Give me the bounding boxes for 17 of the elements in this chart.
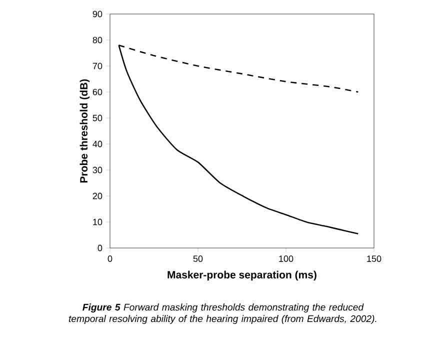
- y-tick-label: 50: [92, 114, 102, 122]
- x-tick-label: 50: [193, 256, 203, 262]
- y-axis-title: Probe threshold (dB): [80, 79, 90, 183]
- y-tick-label: 40: [92, 140, 102, 148]
- y-tick-label: 90: [92, 10, 102, 18]
- y-tick-label: 20: [92, 192, 102, 200]
- x-tick-label: 150: [367, 256, 382, 262]
- x-tick-label: 0: [108, 256, 112, 262]
- y-tick-label: 80: [92, 36, 102, 44]
- y-tick-label: 10: [93, 218, 102, 226]
- y-tick-label: 30: [92, 166, 102, 174]
- x-axis-title: Masker-probe separation (ms): [168, 270, 316, 281]
- x-tick-label: 100: [279, 256, 294, 262]
- y-tick-label: 70: [92, 62, 102, 70]
- y-tick-label: 60: [92, 88, 102, 96]
- y-tick-label: 0: [98, 244, 102, 252]
- text: Figure 5 Forward masking thresholds demonstrating the reduced temporal resolving ability of the hearing impaired (from Edwards, 2002).: [68, 304, 376, 324]
